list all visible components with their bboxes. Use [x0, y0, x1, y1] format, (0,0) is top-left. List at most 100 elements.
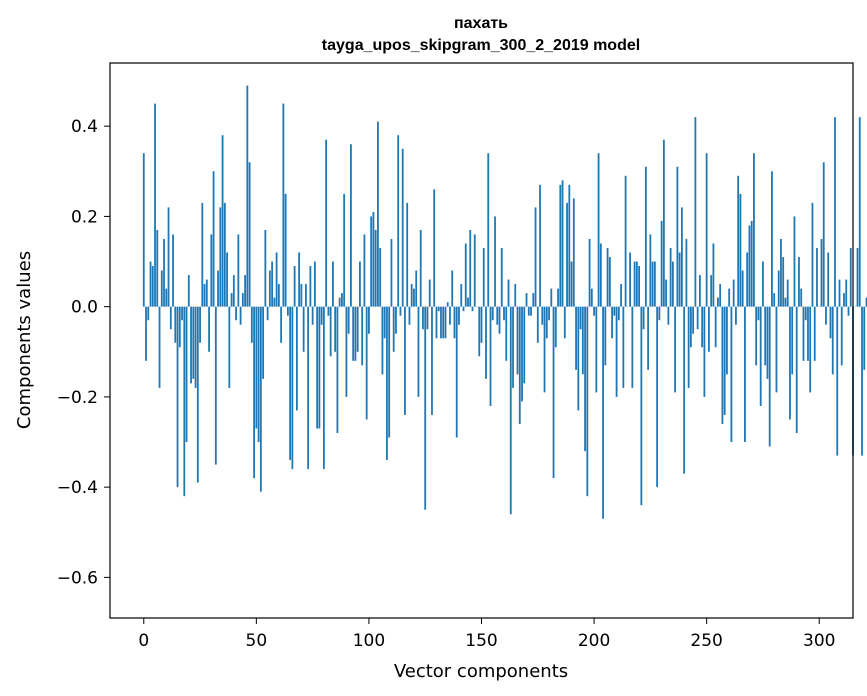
bar	[345, 306, 348, 397]
bar	[419, 229, 422, 307]
y-tick-label: 0.4	[71, 117, 98, 137]
bar	[613, 306, 616, 316]
bar	[473, 234, 476, 307]
bar	[377, 121, 379, 307]
bar	[816, 248, 818, 307]
bar	[683, 306, 686, 474]
bar	[570, 261, 573, 307]
bar	[424, 306, 427, 510]
bar	[809, 306, 812, 393]
bar	[595, 306, 598, 393]
bar	[485, 306, 487, 379]
bar	[302, 306, 305, 352]
bar	[325, 139, 328, 307]
bar	[354, 306, 357, 361]
bar	[593, 306, 595, 316]
bar	[858, 117, 861, 307]
bar	[557, 288, 559, 307]
bar	[757, 306, 760, 321]
bar	[311, 306, 314, 325]
bar	[192, 306, 195, 379]
bar	[417, 306, 420, 397]
bar	[782, 257, 785, 307]
bar	[334, 306, 337, 352]
bar	[462, 306, 465, 312]
bar	[286, 306, 289, 316]
bar	[658, 306, 661, 321]
bar	[597, 153, 600, 307]
bar	[863, 306, 866, 370]
x-tick-label: 250	[690, 631, 722, 651]
bar	[199, 306, 201, 343]
bar	[327, 306, 330, 316]
bar	[762, 261, 764, 307]
bar	[653, 261, 656, 307]
bar	[332, 261, 334, 307]
bar	[590, 288, 593, 307]
bar	[843, 293, 845, 307]
bar	[768, 306, 771, 447]
bar	[280, 306, 283, 343]
bar	[163, 238, 165, 307]
bar	[316, 306, 319, 429]
bar	[397, 135, 400, 307]
bar	[521, 306, 523, 402]
bar	[257, 306, 260, 443]
bar	[671, 261, 674, 307]
bar	[190, 306, 192, 384]
bar	[563, 306, 566, 339]
bar	[268, 270, 271, 307]
bar	[615, 306, 618, 397]
bar	[728, 288, 731, 307]
bar	[352, 306, 355, 361]
bar	[386, 306, 388, 461]
bar	[232, 275, 235, 307]
bar	[341, 293, 343, 307]
bar	[298, 252, 301, 307]
bar	[408, 306, 411, 325]
bar	[795, 306, 798, 433]
bar	[205, 279, 208, 307]
bar	[194, 306, 197, 388]
bar	[399, 306, 402, 316]
bar	[766, 306, 769, 379]
bar	[318, 306, 321, 429]
bar	[363, 234, 366, 307]
bar	[662, 139, 665, 307]
bar	[680, 207, 683, 307]
bar	[437, 306, 440, 312]
bar	[469, 229, 472, 307]
bar	[451, 270, 454, 307]
bar	[827, 252, 830, 307]
bar	[239, 306, 242, 325]
bar	[865, 297, 867, 307]
bar	[647, 306, 650, 370]
bar	[494, 216, 496, 307]
bar	[708, 306, 710, 352]
bar	[228, 306, 231, 388]
bar	[241, 293, 244, 307]
bar	[572, 198, 575, 307]
bar	[548, 306, 550, 321]
bar	[372, 211, 375, 307]
bar	[365, 306, 368, 420]
bar	[712, 243, 715, 307]
bar	[676, 166, 679, 307]
bar	[368, 306, 370, 334]
bar	[293, 266, 296, 307]
bar	[244, 275, 246, 307]
bar	[773, 293, 776, 307]
bar	[309, 266, 312, 307]
bar	[737, 175, 740, 307]
bar	[413, 288, 415, 307]
bar	[361, 306, 364, 366]
bar	[401, 148, 404, 307]
bar	[203, 284, 206, 307]
bar	[584, 306, 586, 452]
bar	[503, 306, 505, 321]
bar	[719, 284, 722, 307]
bar	[635, 261, 638, 307]
y-tick-label: 0.2	[71, 207, 98, 227]
bar	[322, 306, 325, 470]
bar	[840, 306, 843, 366]
